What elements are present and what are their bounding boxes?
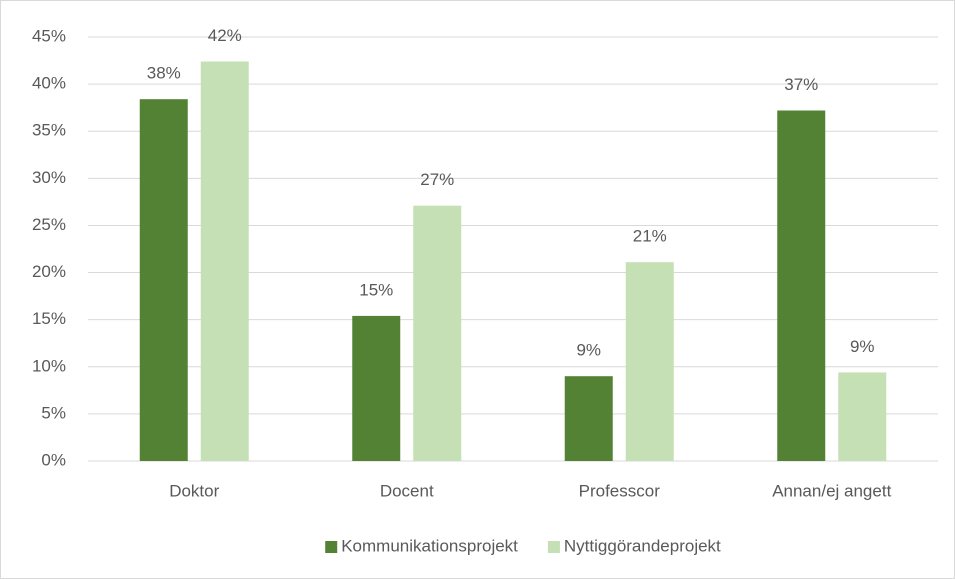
- y-tick-label: 10%: [32, 356, 66, 375]
- legend-swatch: [547, 541, 560, 553]
- bar: [139, 99, 188, 461]
- bar: [625, 262, 674, 461]
- bar: [413, 205, 462, 461]
- data-label: 15%: [359, 280, 393, 299]
- y-tick-label: 5%: [41, 403, 66, 422]
- x-tick-label: Annan/ej angett: [772, 481, 891, 500]
- y-tick-label: 40%: [32, 74, 66, 93]
- data-label: 27%: [420, 170, 454, 189]
- data-label: 38%: [147, 64, 181, 83]
- data-label: 9%: [576, 341, 601, 360]
- data-label: 42%: [208, 26, 242, 45]
- bar: [564, 376, 613, 461]
- y-tick-label: 0%: [41, 450, 66, 469]
- y-tick-label: 15%: [32, 309, 66, 328]
- data-label: 37%: [784, 75, 818, 94]
- legend-label: Kommunikationsprojekt: [341, 536, 518, 555]
- x-tick-label: Professcor: [579, 481, 661, 500]
- data-label: 21%: [633, 227, 667, 246]
- y-tick-label: 20%: [32, 262, 66, 281]
- y-tick-label: 45%: [32, 26, 66, 45]
- bar: [200, 61, 249, 462]
- y-tick-label: 35%: [32, 121, 66, 140]
- legend-swatch: [325, 541, 338, 553]
- legend-label: Nyttiggörandeprojekt: [564, 536, 721, 555]
- bar: [352, 315, 401, 461]
- x-tick-label: Docent: [380, 481, 434, 500]
- bar: [777, 110, 826, 461]
- data-label: 9%: [850, 337, 875, 356]
- bar: [838, 372, 887, 461]
- y-tick-label: 25%: [32, 215, 66, 234]
- y-tick-label: 30%: [32, 168, 66, 187]
- x-tick-label: Doktor: [169, 481, 219, 500]
